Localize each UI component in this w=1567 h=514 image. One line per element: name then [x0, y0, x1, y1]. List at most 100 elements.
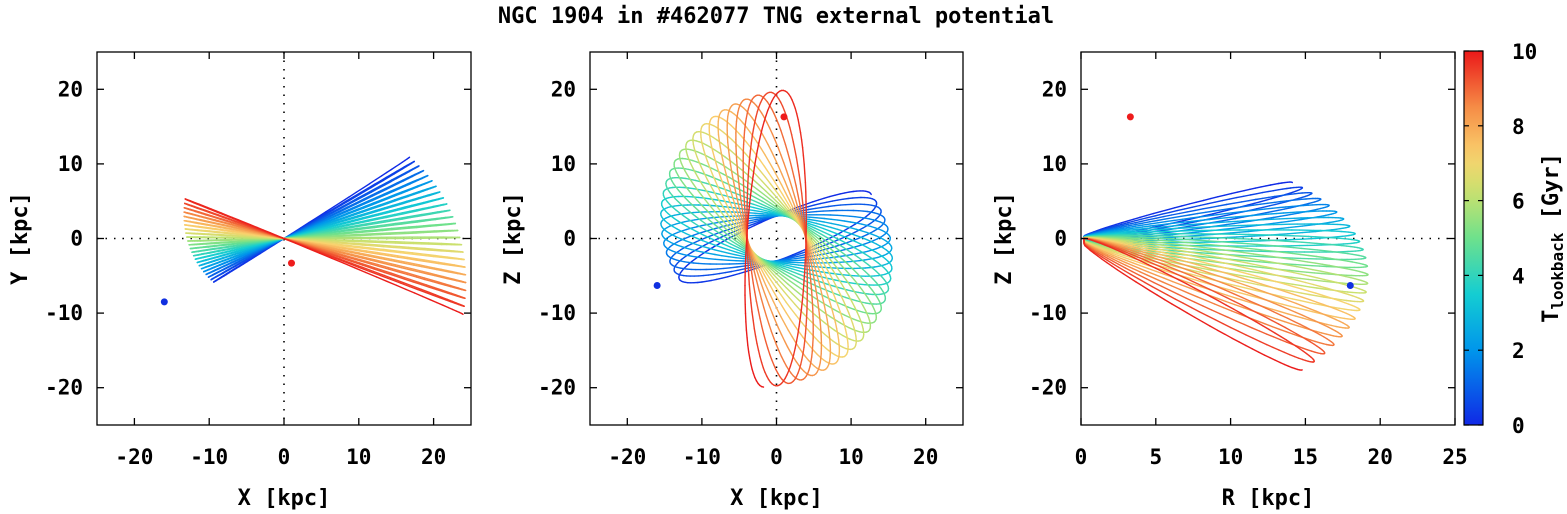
orbit-segment — [340, 232, 353, 235]
orbit-segment — [746, 108, 749, 115]
orbit-segment — [830, 222, 839, 226]
orbit-segment — [868, 286, 874, 292]
orbit-segment — [791, 210, 798, 220]
orbit-segment — [819, 201, 828, 205]
orbit-segment — [814, 227, 823, 233]
orbit-segment — [821, 295, 825, 305]
orbit-segment — [718, 139, 721, 147]
orbit-segment — [815, 222, 825, 227]
orbit-segment — [698, 225, 706, 231]
orbit-segment — [767, 268, 775, 276]
orbit-segment — [396, 185, 404, 190]
orbit-segment — [397, 168, 404, 173]
orbit-segment — [311, 244, 325, 250]
orbit-segment — [372, 229, 384, 233]
orbit-segment — [785, 287, 793, 295]
orbit-segment — [759, 317, 763, 328]
orbit-segment — [672, 226, 678, 230]
orbit-segment — [738, 132, 744, 139]
orbit-segment — [683, 220, 690, 223]
orbit-segment — [688, 190, 694, 197]
orbit-segment — [211, 215, 218, 219]
orbit-segment — [418, 190, 425, 194]
orbit-segment — [226, 223, 235, 227]
orbit-segment — [378, 212, 388, 216]
orbit-segment — [748, 195, 752, 207]
orbit-segment — [758, 102, 762, 108]
orbit-segment — [770, 279, 777, 289]
orbit-segment — [870, 225, 876, 229]
orbit-segment — [798, 273, 808, 278]
orbit-segment — [451, 270, 457, 274]
orbit-segment — [728, 199, 734, 209]
orbit-segment — [831, 290, 836, 299]
orbit-segment — [728, 209, 734, 219]
orbit-segment — [819, 357, 822, 364]
orbit-segment — [1115, 223, 1123, 227]
orbit-segment — [208, 211, 215, 215]
orbit-segment — [407, 193, 415, 198]
orbit-segment — [449, 284, 456, 288]
orbit-segment — [774, 262, 785, 266]
orbit-segment — [412, 264, 423, 268]
orbit-segment — [756, 141, 760, 152]
orbit-segment — [794, 303, 801, 311]
orbit-segment — [864, 266, 871, 269]
orbit-segment — [697, 209, 705, 217]
orbit-segment — [756, 106, 760, 113]
orbit-segment — [411, 248, 421, 251]
orbit-segment — [218, 215, 225, 219]
orbit-segment — [325, 205, 335, 213]
orbit-segment — [796, 205, 801, 217]
orbit-segment — [243, 259, 249, 264]
orbit-segment — [232, 224, 241, 228]
orbit-segment — [369, 270, 382, 277]
orbit-segment — [214, 227, 222, 231]
orbit-segment — [408, 253, 419, 256]
orbit-segment — [223, 231, 231, 234]
orbit-segment — [1264, 210, 1273, 214]
orbit-segment — [751, 219, 760, 224]
orbit-segment — [1221, 207, 1231, 211]
orbit-segment — [449, 285, 456, 289]
orbit-segment — [413, 213, 422, 217]
orbit-segment — [221, 253, 228, 256]
orbit-segment — [243, 255, 250, 260]
orbit-segment — [323, 242, 337, 246]
orbit-segment — [367, 218, 379, 222]
orbit-segment — [399, 200, 408, 205]
orbit-segment — [756, 342, 760, 352]
orbit-segment — [333, 217, 345, 223]
orbit-segment — [783, 208, 792, 217]
orbit-segment — [759, 127, 763, 136]
orbit-segment — [216, 228, 224, 232]
orbit-segment — [836, 233, 845, 238]
orbit-segment — [1202, 197, 1212, 202]
orbit-segment — [782, 275, 791, 282]
orbit-segment — [306, 247, 321, 254]
orbit-segment — [402, 247, 413, 250]
orbit-segment — [335, 254, 349, 260]
orbit-segment — [1267, 195, 1276, 199]
orbit-segment — [763, 274, 770, 284]
orbit-segment — [400, 275, 411, 281]
orbit-segment — [809, 233, 818, 241]
orbit-segment — [220, 212, 228, 216]
orbit-segment — [714, 179, 719, 189]
orbit-segment — [346, 202, 357, 208]
orbit-segment — [790, 268, 800, 272]
orbit-segment — [209, 217, 216, 221]
orbit-segment — [370, 205, 381, 210]
orbit-segment — [714, 224, 722, 231]
orbit-segment — [443, 262, 451, 265]
orbit-segment — [803, 163, 806, 174]
orbit-segment — [771, 312, 776, 322]
orbit-segment — [770, 199, 779, 207]
orbit-segment — [841, 258, 849, 265]
orbit-segment — [750, 147, 756, 155]
orbit-segment — [332, 222, 344, 227]
orbit-segment — [703, 197, 712, 200]
orbit-segment — [860, 266, 866, 273]
orbit-segment — [1287, 219, 1296, 223]
orbit-segment — [247, 234, 256, 237]
